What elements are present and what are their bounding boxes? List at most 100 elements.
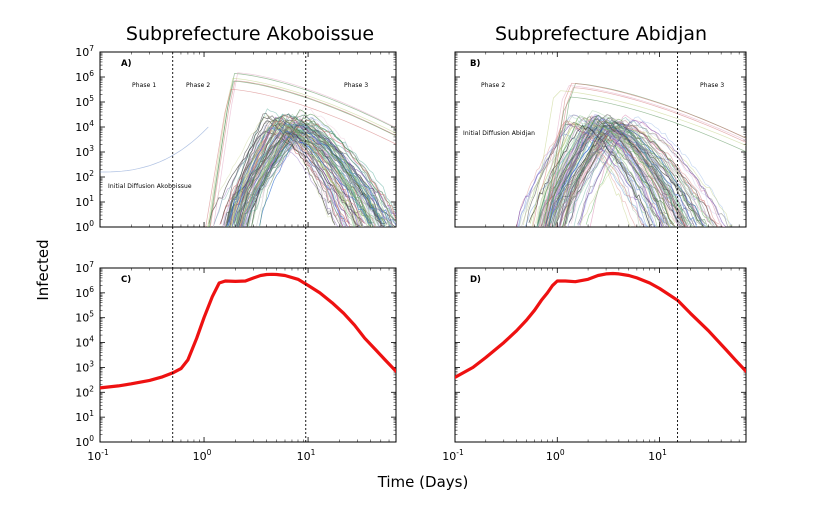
ensemble-run-line [543,96,746,227]
ensemble-run-line [577,121,729,227]
x-tick-label: 100 [546,448,565,463]
ensemble-run-line [246,124,396,227]
ensemble-run-line [541,85,746,227]
ensemble-run-line [532,119,645,227]
ensemble-run-line [559,118,706,227]
plot-area-d [455,271,746,379]
ensemble-run-line [579,131,733,227]
ensemble-run-line [541,122,688,227]
y-tick-label: 102 [75,169,94,184]
panel-label-d: D) [470,275,481,285]
ensemble-run-line [209,80,396,227]
panel-a: 100 101 102 103 104 105 106 107 [75,44,397,234]
ensemble-run-line [554,121,718,227]
ensemble-run-line [208,80,396,227]
ensemble-run-line [205,88,396,227]
y-tick-label: 104 [75,119,94,134]
y-tick-label: 107 [75,260,94,275]
ensemble-run-line [573,116,707,227]
ensemble-run-line [524,131,649,227]
ensemble-run-line [225,115,342,227]
ensemble-run-line [243,122,393,227]
ensemble-run-line [237,113,392,225]
ensemble-run-line [233,129,344,227]
plot-area-c [100,272,396,390]
ensemble-run-line [563,125,711,227]
ensemble-run-line [244,116,390,227]
ensemble-run-line [547,128,705,227]
ensemble-run-line [226,123,387,227]
ensemble-run-line [207,78,396,227]
ensemble-run-line [232,114,360,226]
ensemble-run-line [522,120,631,227]
ensemble-run-line [554,118,713,227]
ensemble-run-line [244,134,380,227]
ensemble-run-line [554,120,679,227]
ensemble-run-line [550,128,703,227]
total-infected-line [100,272,396,390]
ensemble-run-line [548,114,656,227]
y-tick-label: 107 [75,44,94,59]
ensemble-run-line [248,121,396,227]
ensemble-run-line [235,121,372,227]
ensemble-run-line [235,113,371,227]
y-axis-label: Infected [34,239,52,300]
initial-diffusion-line [100,126,209,173]
y-tick-label: 105 [75,94,94,109]
ensemble-run-line [558,127,694,227]
ensemble-run-line [554,123,683,227]
ensemble-run-line [578,120,726,227]
x-tick-label: 101 [297,448,316,463]
ensemble-run-line [242,131,372,227]
y-tick-label: 103 [75,359,94,374]
annotation-initial-diffusion-abidjan: Initial Diffusion Abidjan [463,130,535,137]
annotation-phase-2-a: Phase 2 [186,82,210,89]
y-tick-label: 101 [75,409,94,424]
ensemble-run-line [213,72,396,227]
x-axis-label: Time (Days) [377,473,469,491]
ensemble-run-line [563,119,724,225]
ensemble-run-line [244,123,394,227]
ensemble-run-line [229,123,375,227]
panel-d: 10-1 100 101 [442,267,747,463]
axes-frame-b [454,51,747,228]
annotation-phase-2-b: Phase 2 [481,82,505,89]
ensemble-run-line [555,124,687,226]
ensemble-run-line [237,128,370,227]
y-tick-label: 100 [75,434,94,449]
plot-area-b [515,82,746,227]
y-tick-label: 102 [75,384,94,399]
ensemble-run-line [244,134,396,225]
ensemble-run-line [559,130,706,227]
title-abidjan: Subprefecture Abidjan [495,23,707,45]
ensemble-run-line [545,131,646,227]
ensemble-run-line [555,122,719,227]
panel-label-b: B) [470,59,480,69]
x-tick-label: 101 [648,448,667,463]
y-tick-label: 105 [75,310,94,325]
ensemble-run-line [236,120,366,224]
ensemble-run-line [230,124,363,227]
ensemble-run-line [237,114,396,224]
y-tick-label: 104 [75,335,94,350]
ensemble-run-line [242,123,386,227]
annotation-initial-diffusion-akoboissue: Initial Diffusion Akoboissue [108,183,192,190]
ensemble-run-line [229,124,347,227]
ensemble-run-line [545,115,668,227]
ensemble-run-line [529,116,671,227]
ensemble-run-line [585,129,712,225]
ensemble-run-line [538,124,688,227]
ensemble-run-line [562,126,715,227]
ensemble-run-line [528,124,653,226]
ensemble-run-line [544,82,746,227]
y-tick-label: 100 [75,219,94,234]
annotation-phase-3-a: Phase 3 [344,82,368,89]
y-tick-label: 101 [75,194,94,209]
ensemble-run-line [238,113,383,227]
ensemble-run-line [551,122,706,227]
plot-area-a [100,72,396,227]
ensemble-run-line [239,131,348,227]
axes-frame-d [454,267,747,443]
total-infected-line [455,271,746,379]
